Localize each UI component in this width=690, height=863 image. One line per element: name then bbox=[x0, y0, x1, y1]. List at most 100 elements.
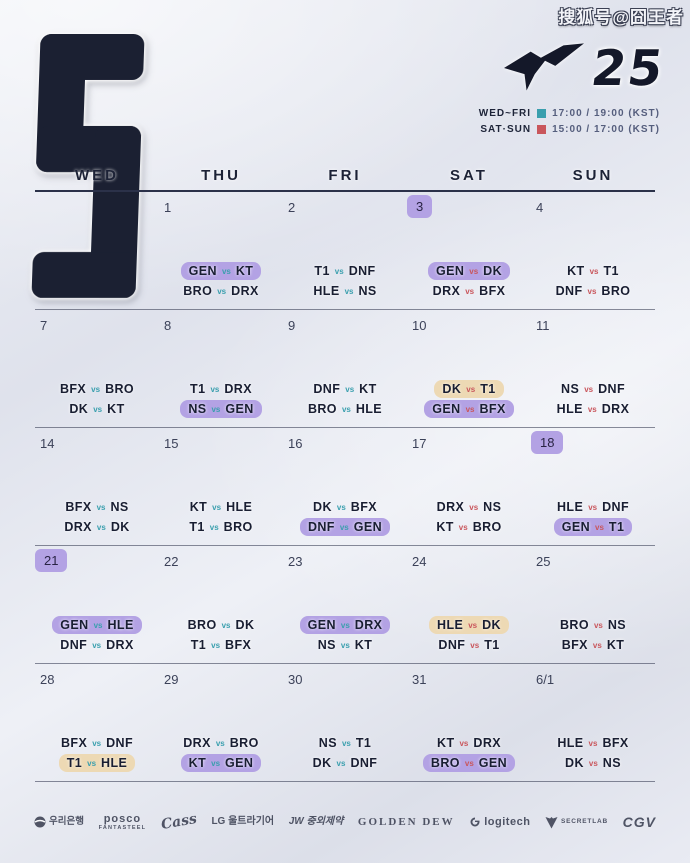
match: GEN vs KT bbox=[180, 262, 262, 280]
match: DK vs DNF bbox=[305, 754, 386, 772]
team-name: BFX bbox=[350, 500, 377, 514]
team-name: DNF bbox=[602, 500, 629, 514]
weekday-range-label: WED~FRI bbox=[478, 108, 532, 119]
match-list: HLE vs DK DNF vs T1 bbox=[407, 616, 531, 654]
vs-label: vs bbox=[92, 640, 102, 650]
week-row: 7 BFX vs BRO DK vs KT 8 T1 vs DRX NS vs GEN 9 DNF vs KT BR… bbox=[35, 310, 655, 428]
day-cell: 2 T1 vs DNF HLE vs NS bbox=[283, 192, 407, 309]
day-cell: 3 GEN vs DK DRX vs BFX bbox=[407, 192, 531, 309]
team-name: T1 bbox=[190, 382, 206, 396]
vs-label: vs bbox=[215, 738, 225, 748]
team-name: HLE bbox=[355, 402, 383, 416]
match: BFX vs BRO bbox=[52, 380, 142, 398]
vs-label: vs bbox=[595, 522, 604, 532]
vs-label: vs bbox=[468, 620, 478, 630]
sponsor-line: GOLDEN DEW bbox=[357, 815, 455, 828]
sponsor-text: 우리은행 bbox=[49, 816, 84, 828]
day-header-fri: FRI bbox=[328, 166, 362, 184]
team-name: BRO bbox=[430, 756, 460, 770]
vs-label: vs bbox=[91, 384, 101, 394]
day-cell: 8 T1 vs DRX NS vs GEN bbox=[159, 310, 283, 427]
day-cell: 11 NS vs DNF HLE vs DRX bbox=[531, 310, 655, 427]
team-name: BFX bbox=[602, 736, 629, 750]
day-header-thu: THU bbox=[201, 166, 241, 184]
sponsor-logo: Cass bbox=[160, 811, 198, 833]
date-number: 22 bbox=[164, 554, 179, 569]
day-cell: 16 DK vs BFX DNF vs GEN bbox=[283, 428, 407, 545]
vs-label: vs bbox=[217, 286, 227, 296]
team-name: KT bbox=[436, 520, 454, 534]
team-name: KT bbox=[189, 500, 208, 514]
vs-label: vs bbox=[464, 758, 474, 768]
match-list: GEN vs DRX NS vs KT bbox=[283, 616, 407, 654]
team-name: NS bbox=[358, 284, 377, 298]
vs-label: vs bbox=[92, 738, 102, 748]
date-number: 31 bbox=[412, 672, 427, 687]
match-list: BFX vs DNF T1 vs HLE bbox=[35, 734, 159, 772]
team-name: GEN bbox=[478, 756, 508, 770]
vs-label: vs bbox=[87, 758, 97, 768]
team-name: KT bbox=[188, 756, 207, 770]
secretlab-shield-icon bbox=[545, 816, 558, 828]
match: DK vs T1 bbox=[434, 380, 504, 398]
match-list: DK vs BFX DNF vs GEN bbox=[283, 498, 407, 536]
team-name: KT bbox=[107, 402, 125, 416]
day-cell: 18 HLE vs DNF GEN vs T1 bbox=[531, 428, 655, 545]
date-number: 11 bbox=[536, 318, 550, 333]
match-list: KT vs DRX BRO vs GEN bbox=[407, 734, 531, 772]
team-name: HLE bbox=[107, 618, 134, 632]
match: GEN vs HLE bbox=[52, 616, 142, 634]
team-name: BFX bbox=[561, 638, 588, 652]
sponsor-text: SECRETLAB bbox=[561, 818, 608, 825]
match-list: T1 vs DNF HLE vs NS bbox=[283, 262, 407, 300]
match: HLE vs DK bbox=[429, 616, 509, 634]
match: HLE vs NS bbox=[305, 282, 384, 300]
match: DNF vs T1 bbox=[430, 636, 507, 654]
team-name: T1 bbox=[603, 264, 619, 278]
match: BRO vs HLE bbox=[300, 400, 390, 418]
vs-label: vs bbox=[344, 286, 354, 296]
day-cell: 15 KT vs HLE T1 vs BRO bbox=[159, 428, 283, 545]
team-name: BRO bbox=[472, 520, 502, 534]
match: NS vs DNF bbox=[553, 380, 633, 398]
vs-label: vs bbox=[588, 502, 598, 512]
date-number: 15 bbox=[164, 436, 179, 451]
team-name: BFX bbox=[59, 382, 87, 396]
team-name: DRX bbox=[601, 402, 630, 416]
match: KT vs DRX bbox=[429, 734, 509, 752]
sponsor-text: Cass bbox=[160, 811, 198, 833]
match: DRX vs BRO bbox=[175, 734, 266, 752]
date-number: 30 bbox=[288, 672, 303, 687]
day-header-sat: SAT bbox=[450, 166, 488, 184]
vs-label: vs bbox=[466, 384, 476, 394]
team-name: DRX bbox=[432, 284, 461, 298]
team-name: DK bbox=[313, 500, 332, 514]
match-list: DNF vs KT BRO vs HLE bbox=[283, 380, 407, 418]
match: DK vs NS bbox=[557, 754, 629, 772]
team-name: GEN bbox=[60, 618, 89, 632]
vs-label: vs bbox=[334, 266, 344, 276]
team-name: DNF bbox=[313, 382, 341, 396]
day-cell: 25 BRO vs NS BFX vs KT bbox=[531, 546, 655, 663]
team-name: BRO bbox=[183, 284, 213, 298]
vs-label: vs bbox=[470, 640, 480, 650]
date-number: 14 bbox=[40, 436, 55, 451]
match: T1 vs DNF bbox=[306, 262, 383, 280]
team-name: HLE bbox=[226, 500, 253, 514]
sponsor-text: CGV bbox=[623, 814, 656, 830]
team-name: DNF bbox=[598, 382, 625, 396]
date-number: 4 bbox=[536, 200, 544, 215]
sponsor-text: logitech bbox=[484, 816, 530, 829]
match-list: GEN vs HLE DNF vs DRX bbox=[35, 616, 159, 654]
vs-label: vs bbox=[339, 522, 349, 532]
match: T1 vs DRX bbox=[182, 380, 260, 398]
team-name: GEN bbox=[432, 402, 461, 416]
vs-label: vs bbox=[212, 502, 222, 512]
vs-label: vs bbox=[592, 640, 602, 650]
match-list: KT vs T1 DNF vs BRO bbox=[531, 262, 655, 300]
vs-label: vs bbox=[459, 738, 469, 748]
match-list: GEN vs DK DRX vs BFX bbox=[407, 262, 531, 300]
sponsor-logo: posco FANTASTEEL bbox=[99, 813, 147, 832]
match: HLE vs DRX bbox=[549, 400, 638, 418]
date-number: 2 bbox=[288, 200, 296, 215]
